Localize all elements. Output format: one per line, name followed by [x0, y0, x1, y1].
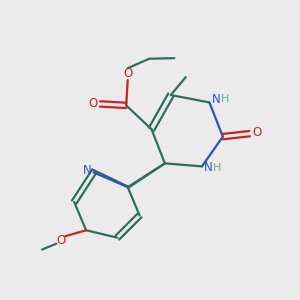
- Text: N: N: [212, 93, 220, 106]
- Text: N: N: [82, 164, 91, 177]
- Text: H: H: [221, 94, 229, 104]
- Text: O: O: [88, 97, 97, 110]
- Text: H: H: [213, 163, 222, 173]
- Text: O: O: [56, 234, 65, 247]
- Text: O: O: [123, 67, 132, 80]
- Text: O: O: [252, 126, 262, 139]
- Text: N: N: [204, 161, 213, 174]
